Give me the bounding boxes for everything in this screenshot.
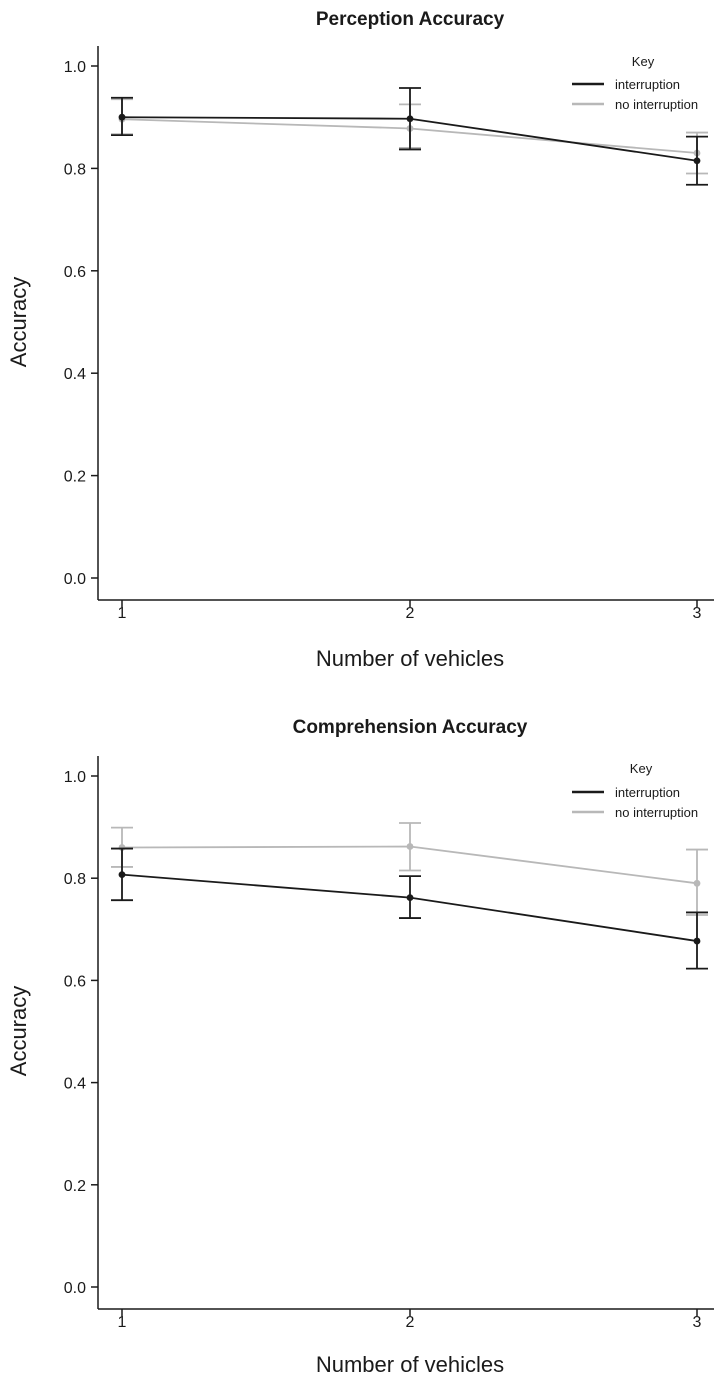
legend-label-interruption: interruption (615, 77, 680, 92)
legend-label-interruption: interruption (615, 785, 680, 800)
data-point-interruption (118, 871, 126, 879)
y-tick-label: 0.2 (64, 1178, 86, 1195)
y-tick-label: 0.0 (64, 571, 86, 588)
data-point-interruption (693, 157, 701, 165)
x-axis-title: Number of vehicles (316, 646, 504, 671)
plot-area: 0.0 0.2 0.4 0.6 0.8 1.0 1 2 3 (64, 46, 714, 622)
x-tick-label: 2 (406, 1314, 415, 1331)
chart-panel-perception: Perception Accuracy Accuracy Number of v… (6, 9, 714, 671)
y-axis-title: Accuracy (6, 277, 31, 367)
data-point-interruption (406, 115, 414, 123)
data-point-no-interruption (406, 843, 414, 850)
x-tick-label: 3 (693, 1314, 702, 1331)
x-tick-label: 2 (406, 605, 415, 622)
y-tick-label: 0.6 (64, 973, 86, 990)
x-tick-label: 1 (118, 605, 127, 622)
chart-title: Perception Accuracy (316, 9, 505, 30)
data-point-interruption (693, 937, 701, 945)
x-axis-title: Number of vehicles (316, 1352, 504, 1377)
legend: Key interruption no interruption (572, 761, 698, 820)
legend-title: Key (632, 54, 655, 69)
data-point-interruption (406, 894, 414, 902)
data-point-no-interruption (693, 879, 701, 887)
y-tick-label: 0.6 (64, 264, 86, 281)
data-point-interruption (118, 113, 126, 121)
y-tick-label: 0.8 (64, 161, 86, 178)
chart-title: Comprehension Accuracy (293, 717, 528, 738)
legend-label-no-interruption: no interruption (615, 805, 698, 820)
y-tick-label: 0.2 (64, 469, 86, 486)
plot-area: 0.0 0.2 0.4 0.6 0.8 1.0 1 2 3 (64, 756, 714, 1331)
x-tick-label: 3 (693, 605, 702, 622)
y-tick-label: 1.0 (64, 59, 86, 76)
legend-label-no-interruption: no interruption (615, 97, 698, 112)
legend: Key interruption no interruption (572, 54, 698, 112)
y-tick-label: 0.8 (64, 871, 86, 888)
y-tick-label: 0.4 (64, 366, 86, 383)
y-axis-title: Accuracy (6, 986, 31, 1076)
legend-title: Key (630, 761, 653, 776)
x-tick-label: 1 (118, 1314, 127, 1331)
y-tick-label: 0.4 (64, 1076, 86, 1093)
y-tick-label: 1.0 (64, 769, 86, 786)
y-tick-label: 0.0 (64, 1280, 86, 1297)
chart-panel-comprehension: Comprehension Accuracy Accuracy Number o… (6, 717, 714, 1377)
